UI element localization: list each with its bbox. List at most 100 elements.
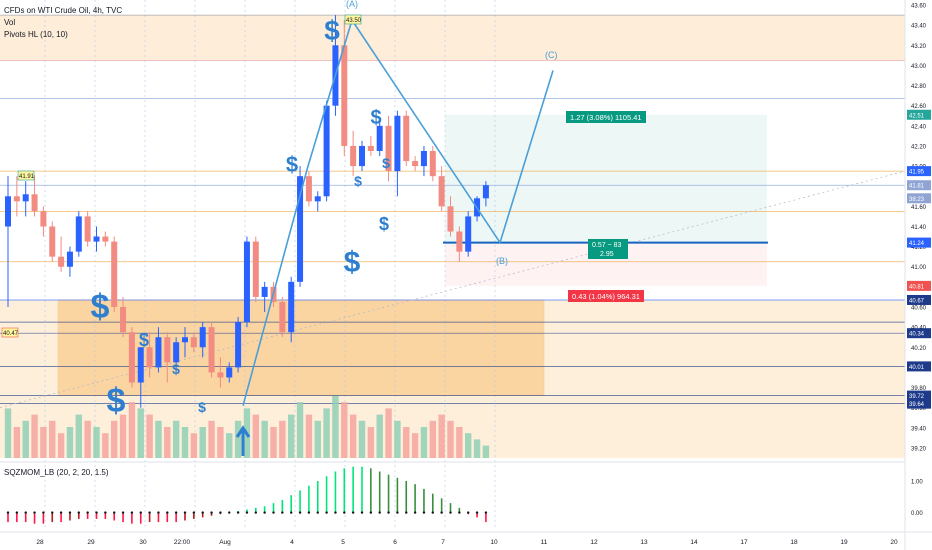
- squeeze-dot: [236, 511, 240, 514]
- target-box-text: 1.27 (3.08%) 1105.41: [570, 113, 642, 122]
- squeeze-dot: [290, 511, 293, 514]
- dollar-marker-1: $: [91, 288, 110, 326]
- y-tick-label: 41.60: [911, 205, 927, 211]
- squeeze-dot: [281, 511, 284, 514]
- squeeze-dot: [396, 511, 399, 514]
- x-tick-label: 22:00: [174, 539, 191, 546]
- wave-a-label: (A): [346, 0, 358, 9]
- price-tag-label: 41.81: [909, 184, 925, 190]
- momentum-tick-label: 0.00: [911, 511, 923, 517]
- volume-bar: [93, 427, 100, 458]
- x-tick-label: 20: [890, 539, 898, 546]
- pivots-label: Pivots HL (10, 10): [4, 30, 68, 39]
- dollar-marker-9: $: [139, 330, 149, 350]
- volume-bar: [31, 414, 38, 458]
- volume-bar: [411, 433, 419, 458]
- x-tick-label: 19: [840, 539, 848, 546]
- squeeze-dot: [298, 511, 302, 514]
- volume-bar: [155, 420, 162, 458]
- candle-body: [412, 161, 419, 167]
- volume-bar: [40, 427, 47, 458]
- volume-bar: [447, 420, 454, 458]
- price-axis: 43.60 43.40 43.20 43.00 42.80 42.60 42.40 42.20…: [904, 0, 932, 550]
- squeeze-dot: [440, 511, 443, 514]
- price-tag-bg: [907, 193, 931, 204]
- squeeze-dot: [192, 511, 196, 514]
- candle-body: [279, 301, 286, 333]
- squeeze-dot: [334, 511, 337, 514]
- squeeze-dot: [68, 511, 72, 514]
- volume-bar: [208, 420, 215, 458]
- candle-body: [323, 105, 330, 197]
- volume-bar: [367, 427, 375, 458]
- volume-bar: [465, 433, 472, 458]
- x-tick-label: 18: [790, 539, 798, 546]
- x-tick-label: 13: [640, 539, 648, 546]
- x-tick-label: Aug: [219, 539, 231, 546]
- squeeze-dot: [316, 511, 319, 514]
- squeeze-dot: [86, 511, 89, 514]
- volume-bar: [22, 420, 29, 458]
- x-tick-label: 28: [36, 539, 44, 546]
- y-tick-label: 40.60: [911, 306, 927, 312]
- squeeze-dot: [166, 511, 169, 514]
- volume-bar: [234, 420, 242, 458]
- volume-bar: [288, 414, 295, 458]
- squeeze-dot: [484, 511, 488, 514]
- x-tick-label: 17: [740, 539, 748, 546]
- candle-body: [190, 337, 197, 348]
- squeeze-dot: [475, 511, 479, 514]
- candle-body: [102, 236, 109, 242]
- dollar-marker-5: $: [344, 246, 361, 279]
- candle-body: [482, 185, 489, 199]
- volume-bar: [376, 414, 383, 458]
- volume-bar: [358, 420, 366, 458]
- dollar-marker-7: $: [354, 173, 362, 189]
- volume-bar: [420, 427, 428, 458]
- price-tag-label: 39.64: [909, 402, 925, 408]
- candle-body: [164, 337, 171, 363]
- volume-bar: [341, 402, 348, 458]
- candle-body: [447, 206, 454, 232]
- candle-body: [261, 286, 268, 297]
- candle-body: [288, 281, 295, 333]
- squeeze-dot: [360, 511, 364, 514]
- y-tick-label: 42.80: [911, 84, 927, 90]
- volume-bar: [4, 408, 12, 458]
- volume-bar: [394, 420, 401, 458]
- price-tag-label: 41.95: [909, 170, 925, 176]
- candle-body: [31, 194, 38, 212]
- squeeze-dot: [6, 511, 10, 514]
- y-tick-label: 39.60: [911, 406, 927, 412]
- volume-bar: [403, 427, 410, 458]
- y-tick-label: 43.40: [911, 24, 927, 30]
- candle-body: [385, 125, 392, 172]
- volume-bar: [349, 414, 357, 458]
- momentum-tick-label: 1.00: [911, 479, 923, 485]
- candle-body: [456, 231, 463, 252]
- volume-bar: [332, 396, 339, 458]
- price-tag-bg: [907, 398, 931, 409]
- y-tick-label: 42.60: [911, 104, 927, 110]
- candle-body: [137, 347, 144, 383]
- y-tick-label: 41.00: [911, 265, 927, 271]
- squeeze-dot: [24, 511, 27, 514]
- y-tick-label: 41.20: [911, 245, 927, 251]
- momentum-pane: [0, 461, 905, 524]
- dollar-marker-8: $: [382, 155, 390, 171]
- price-tag-label: 39.72: [909, 394, 925, 400]
- trend-dashed-line: [0, 170, 906, 409]
- price-tag-label: 40.01: [909, 365, 925, 371]
- volume-bar: [252, 414, 259, 458]
- y-tick-label: 43.20: [911, 44, 927, 50]
- candle-body: [297, 176, 304, 282]
- squeeze-dot: [467, 511, 470, 514]
- squeeze-dot: [174, 511, 178, 514]
- candle-body: [155, 337, 162, 368]
- price-tag-label: 40.67: [909, 298, 925, 304]
- candle-body: [146, 347, 153, 368]
- price-tag-bg: [907, 166, 931, 177]
- price-tag-bg: [907, 109, 931, 120]
- squeeze-dot: [183, 511, 187, 514]
